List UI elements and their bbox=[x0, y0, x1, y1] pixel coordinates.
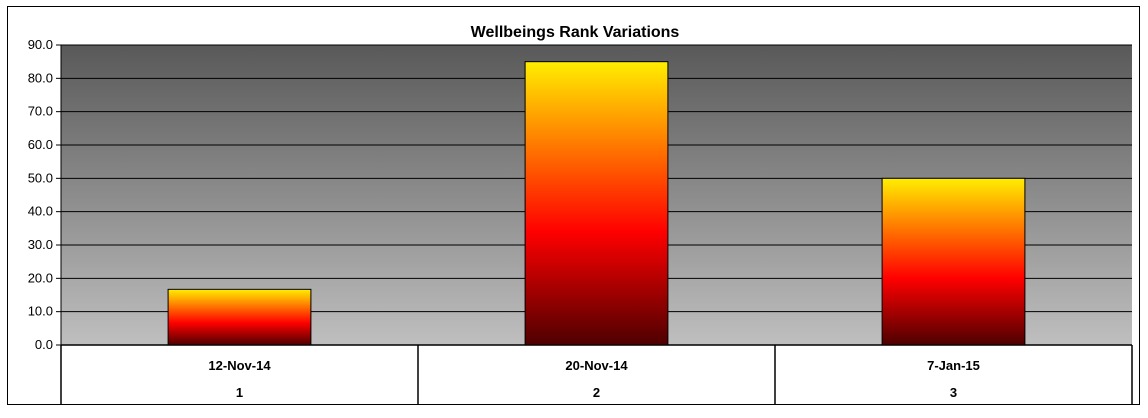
category-date-label: 7-Jan-15 bbox=[927, 358, 980, 373]
y-tick-label: 40.0 bbox=[28, 204, 53, 219]
category-date-label: 20-Nov-14 bbox=[565, 358, 628, 373]
y-tick-label: 80.0 bbox=[28, 70, 53, 85]
y-tick-label: 60.0 bbox=[28, 137, 53, 152]
bar-chart: Wellbeings Rank Variations 0.0 10.0 20.0 30… bbox=[28, 24, 1133, 405]
category-index-label: 2 bbox=[593, 385, 600, 400]
y-tick-label: 0.0 bbox=[35, 337, 53, 352]
chart-container: Wellbeings Rank Variations 0.0 10.0 20.0 30… bbox=[7, 6, 1140, 405]
y-tick-label: 50.0 bbox=[28, 170, 53, 185]
y-tick-label: 90.0 bbox=[28, 37, 53, 52]
category-index-label: 1 bbox=[236, 385, 243, 400]
category-date-label: 12-Nov-14 bbox=[208, 358, 271, 373]
y-tick-label: 30.0 bbox=[28, 237, 53, 252]
y-tick-label: 10.0 bbox=[28, 304, 53, 319]
category-index-label: 3 bbox=[950, 385, 957, 400]
y-tick-label: 20.0 bbox=[28, 270, 53, 285]
bar bbox=[524, 61, 669, 346]
bar bbox=[167, 288, 312, 346]
chart-title: Wellbeings Rank Variations bbox=[471, 24, 680, 41]
y-tick-label: 70.0 bbox=[28, 104, 53, 119]
bar bbox=[881, 177, 1026, 346]
